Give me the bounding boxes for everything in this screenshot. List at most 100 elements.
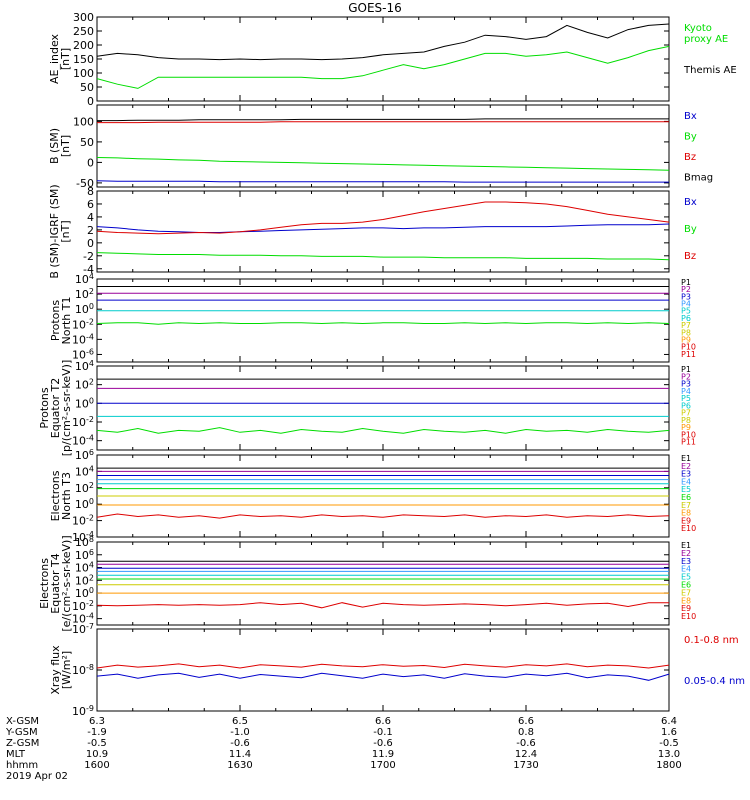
x-axis-value: 13.0 — [658, 749, 680, 760]
y-tick-label: 10-2 — [72, 514, 94, 528]
legend-entry: P11 — [681, 350, 696, 359]
y-axis-label: ProtonsEquator T2[p/(cm²-s-sr-keV)] — [38, 360, 73, 457]
figure-title: GOES-16 — [348, 1, 402, 15]
panel-frame — [96, 541, 670, 626]
y-tick-label: 50 — [80, 136, 94, 149]
y-tick-label: -50 — [76, 177, 94, 190]
x-axis-value: 0.8 — [518, 727, 534, 738]
legend-entry: P4 — [681, 300, 691, 309]
x-axis-value: -1.9 — [87, 727, 107, 738]
x-axis-value: 6.6 — [375, 716, 391, 727]
legend-entry: P10 — [681, 343, 696, 352]
y-axis-label-line: [nT] — [59, 135, 72, 157]
legend-entry: E3 — [681, 470, 691, 479]
x-axis-value: -0.6 — [230, 738, 250, 749]
legend-entry: E4 — [681, 565, 691, 574]
legend-entry: P2 — [681, 285, 691, 294]
y-tick-label: 102 — [75, 481, 94, 495]
series-line — [96, 45, 670, 89]
y-axis-label: B (SM)-IGRF (SM)[nT] — [48, 184, 72, 278]
legend-entry: E8 — [681, 509, 691, 518]
y-axis-label-line: Equator T4 — [49, 553, 62, 613]
panel-frame — [96, 278, 670, 363]
y-axis-label-line: [W/m²] — [60, 651, 73, 689]
y-tick-label: 0 — [87, 95, 94, 108]
legend-entry: Bmag — [684, 173, 713, 184]
series-line — [96, 223, 670, 233]
y-tick-label: 106 — [75, 448, 94, 462]
y-tick-label: 100 — [73, 67, 94, 80]
legend-entry: P8 — [681, 416, 691, 425]
legend-entry: E9 — [681, 604, 691, 613]
x-axis-value: 10.9 — [86, 749, 108, 760]
y-axis-label-line: AE_index — [48, 33, 61, 84]
legend-entry: E4 — [681, 477, 691, 486]
legend-entry: 0.05-0.4 nm — [684, 676, 745, 687]
legend-entry: E7 — [681, 588, 691, 597]
y-tick-label: 50 — [80, 81, 94, 94]
legend-entry: Bz — [684, 152, 696, 163]
y-tick-label: 102 — [75, 378, 94, 392]
y-tick-label: 10-7 — [72, 622, 94, 636]
legend-entry: By — [684, 224, 697, 235]
y-axis-label-line: [p/(cm²-s-sr-keV)] — [60, 360, 73, 457]
y-axis-label-line: B (SM)-IGRF (SM) — [48, 184, 61, 278]
panel-frame — [96, 104, 670, 188]
y-axis-label-line: B (SM) — [48, 128, 61, 164]
y-tick-label: 100 — [75, 302, 94, 316]
legend-entry: P6 — [681, 401, 691, 410]
x-axis-value: -0.6 — [516, 738, 536, 749]
y-axis-label-line: Protons — [38, 387, 51, 428]
x-axis-row-label: X-GSM — [6, 716, 39, 727]
x-axis-row-label: MLT — [6, 749, 26, 760]
y-axis-label-line: Equator T2 — [49, 378, 62, 438]
y-axis-label-line: Electrons — [49, 470, 62, 521]
y-tick-label: 100 — [75, 396, 94, 410]
y-tick-label: 104 — [75, 272, 94, 286]
legend-entry: E2 — [681, 549, 691, 558]
series-line — [96, 513, 670, 519]
y-axis-label-line: North T3 — [60, 472, 73, 520]
panel-7: 10810610410210010-210-4ElectronsEquator … — [38, 535, 696, 632]
y-tick-label: 10-4 — [72, 332, 94, 346]
legend-entry: P9 — [681, 335, 691, 344]
legend-entry: E9 — [681, 516, 691, 525]
legend-entry: P7 — [681, 409, 691, 418]
x-axis-value: 6.3 — [89, 716, 105, 727]
y-tick-label: 6 — [87, 198, 94, 211]
x-axis-table: X-GSM 6.3 6.5 6.6 6.6 6.4 Y-GSM -1.9 -1.0 -0.1 0.8… — [5, 716, 682, 782]
x-axis-value: 1700 — [370, 760, 395, 771]
y-tick-label: 250 — [73, 25, 94, 38]
date-label: 2019 Apr 02 — [6, 771, 68, 782]
legend-entry: P2 — [681, 372, 691, 381]
y-tick-label: -2 — [83, 250, 94, 263]
y-axis-label: Xray flux[W/m²] — [49, 645, 73, 695]
legend-entry: P8 — [681, 328, 691, 337]
x-axis-row-label: Z-GSM — [6, 738, 39, 749]
legend-entry: P4 — [681, 387, 691, 396]
y-tick-label: 10-2 — [72, 317, 94, 331]
y-tick-label: 300 — [73, 11, 94, 24]
legend-entry: E6 — [681, 493, 691, 502]
y-axis-label-line: [nT] — [59, 220, 72, 242]
series-line — [97, 121, 669, 124]
y-axis-label: ElectronsEquator T4[e/(cm²-s-sr-keV)] — [38, 535, 73, 631]
y-axis-label-line: [e/(cm²-s-sr-keV)] — [60, 535, 73, 631]
legend-entry: E1 — [681, 541, 691, 550]
legend-entry: P3 — [681, 292, 691, 301]
x-axis-value: -0.6 — [373, 738, 393, 749]
x-axis-value: 11.9 — [372, 749, 394, 760]
x-axis-value: 12.4 — [515, 749, 537, 760]
y-tick-label: 10-4 — [72, 434, 94, 448]
series-line — [97, 118, 669, 122]
series-line — [96, 602, 669, 609]
legend-entry: E7 — [681, 501, 691, 510]
panel-frame — [96, 628, 670, 712]
y-axis-label-line: [nT] — [59, 48, 72, 70]
legend-entry: E8 — [681, 596, 691, 605]
x-axis-value: 6.5 — [232, 716, 248, 727]
